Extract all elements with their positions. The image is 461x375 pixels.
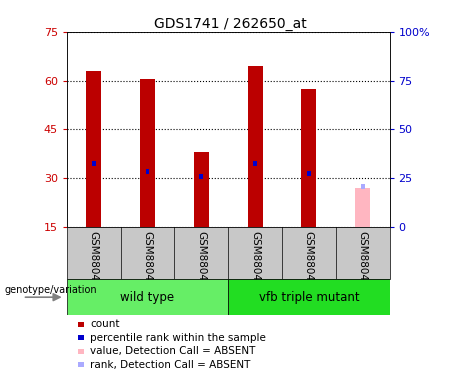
Bar (92, 161, 95, 166)
Text: GSM88040: GSM88040 (89, 231, 99, 288)
Bar (140, 79, 155, 227)
Bar (355, 188, 370, 227)
Bar (248, 66, 263, 227)
Text: genotype/variation: genotype/variation (5, 285, 97, 296)
Text: count: count (90, 320, 119, 329)
Bar (67, 279, 228, 315)
Bar (253, 161, 257, 166)
Text: GSM88048: GSM88048 (358, 231, 368, 288)
Bar (200, 174, 203, 179)
Bar (301, 89, 316, 227)
Bar (361, 184, 365, 189)
Text: vfb triple mutant: vfb triple mutant (259, 291, 359, 304)
Text: GDS1741 / 262650_at: GDS1741 / 262650_at (154, 17, 307, 31)
Text: GSM88046: GSM88046 (250, 231, 260, 288)
Text: rank, Detection Call = ABSENT: rank, Detection Call = ABSENT (90, 360, 250, 370)
Text: value, Detection Call = ABSENT: value, Detection Call = ABSENT (90, 346, 255, 356)
Text: GSM88042: GSM88042 (196, 231, 207, 288)
Bar (194, 152, 209, 227)
Bar (146, 169, 149, 174)
Text: GSM88047: GSM88047 (304, 231, 314, 288)
Text: GSM88041: GSM88041 (142, 231, 153, 288)
Bar (228, 279, 390, 315)
Bar (86, 71, 101, 227)
Bar (307, 171, 311, 176)
Text: wild type: wild type (120, 291, 175, 304)
Text: percentile rank within the sample: percentile rank within the sample (90, 333, 266, 343)
